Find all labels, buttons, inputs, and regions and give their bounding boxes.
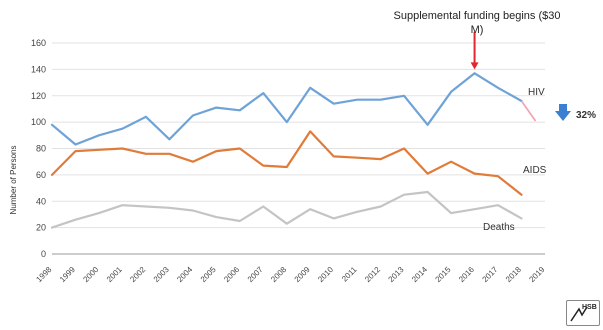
x-tick-label: 2009 (293, 265, 312, 284)
x-tick-label: 2008 (269, 265, 288, 284)
x-tick-label: 2011 (340, 265, 359, 284)
y-tick-label: 20 (36, 223, 46, 233)
x-tick-label: 2015 (434, 265, 453, 284)
logo-text: HSB (582, 304, 597, 311)
y-tick-label: 140 (31, 64, 46, 74)
series-label-aids: AIDS (523, 165, 547, 176)
decline-percent-label: 32% (576, 110, 596, 121)
series-line-hiv (50, 72, 523, 146)
funding-annotation: Supplemental funding begins ($30 M) (393, 10, 561, 36)
x-tick-label: 2016 (457, 265, 476, 284)
y-tick-label: 120 (31, 91, 46, 101)
funding-arrow-head (470, 62, 479, 70)
x-tick-label: 2004 (175, 265, 194, 284)
hiv-projection-segment (520, 100, 537, 122)
x-tick-label: 2017 (481, 265, 500, 284)
series-lines: HIV AIDS Deaths (50, 72, 547, 233)
x-tick-label: 2007 (246, 265, 265, 284)
y-tick-label: 160 (31, 38, 46, 48)
x-tick-label: 1998 (34, 265, 53, 284)
y-tick-label: 80 (36, 144, 46, 154)
x-tick-label: 2018 (504, 265, 523, 284)
series-label-hiv: HIV (528, 87, 545, 98)
x-tick-label: 2003 (152, 265, 171, 284)
x-tick-label: 2013 (387, 265, 406, 284)
decline-arrow-icon (555, 104, 571, 121)
x-tick-label: 2005 (199, 265, 218, 284)
y-tick-label: 100 (31, 117, 46, 127)
y-tick-label: 60 (36, 170, 46, 180)
x-tick-label: 1999 (58, 265, 77, 284)
x-tick-label: 2012 (363, 265, 382, 284)
x-tick-label: 2014 (410, 265, 429, 284)
organization-logo: HSB (566, 300, 600, 326)
series-line-aids (50, 130, 523, 196)
series-line-deaths (50, 190, 523, 229)
x-tick-label: 2019 (527, 265, 546, 284)
y-tick-label: 40 (36, 196, 46, 206)
series-label-deaths: Deaths (483, 222, 515, 233)
y-axis-label: Number of Persons (9, 146, 18, 215)
x-tick-label: 2002 (128, 265, 147, 284)
x-tick-label: 2010 (316, 265, 335, 284)
x-tick-label: 2006 (222, 265, 241, 284)
y-tick-label: 0 (41, 249, 46, 259)
annotation-marks (470, 32, 571, 122)
x-tick-label: 2000 (81, 265, 100, 284)
x-tick-label: 2001 (105, 265, 124, 284)
